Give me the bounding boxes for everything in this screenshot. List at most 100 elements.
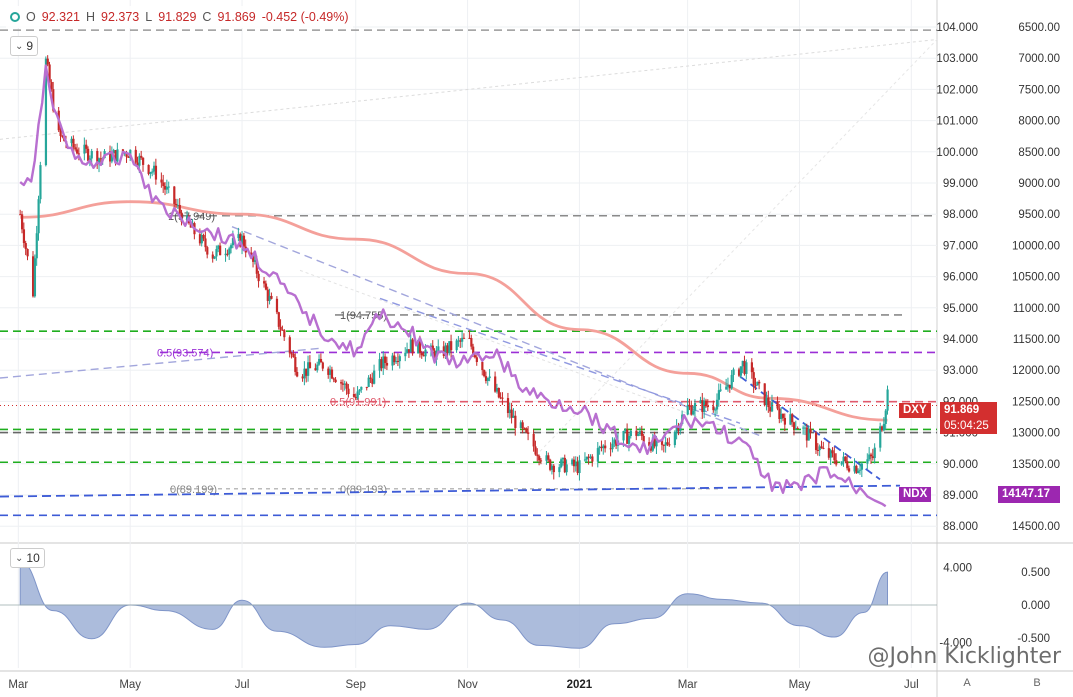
dxy-candle — [514, 415, 517, 428]
x-tick-label: Jul — [235, 679, 250, 691]
dxy-candle — [33, 258, 37, 297]
dxy-candle — [585, 456, 588, 460]
dxy-candle — [307, 362, 310, 376]
y-tick-label-left: 88.000 — [943, 521, 978, 533]
dxy-candle — [444, 345, 447, 356]
dxy-candle — [395, 360, 398, 363]
chevron-down-icon[interactable]: ⌄ — [15, 40, 24, 52]
x-tick-label: 2021 — [567, 679, 593, 691]
dxy-candle — [730, 374, 733, 389]
close-value: 91.869 — [217, 10, 256, 24]
dxy-candle — [637, 434, 640, 436]
dxy-candle — [116, 149, 119, 162]
dxy-candle — [816, 449, 820, 451]
oscillator-y-tick-left: -4.000 — [939, 638, 972, 650]
dxy-candle — [305, 368, 308, 376]
dxy-candle — [783, 417, 787, 425]
y-tick-label-right: 6500.00 — [1018, 22, 1060, 34]
dxy-candle — [499, 397, 502, 399]
dxy-candle — [807, 428, 810, 441]
dxy-candle — [455, 340, 458, 351]
dxy-candle — [407, 349, 411, 353]
dxy-candle — [745, 362, 748, 374]
y-tick-label-left: 89.000 — [943, 490, 978, 502]
log-scale-button[interactable]: B — [1033, 677, 1041, 689]
dxy-candle — [154, 165, 158, 180]
dxy-candle — [343, 383, 346, 385]
oscillator-input-chip[interactable]: ⌄ 10 — [10, 548, 45, 568]
dxy-candle — [523, 428, 526, 430]
dxy-candle — [19, 214, 22, 216]
dxy-candle — [417, 340, 420, 354]
trend-lines — [0, 38, 938, 498]
dxy-candle — [44, 58, 48, 166]
dxy-candle — [292, 353, 295, 358]
dxy-candle — [398, 356, 401, 362]
oscillator-y-tick-right: -0.500 — [1017, 633, 1050, 645]
dxy-candle — [200, 235, 203, 244]
dxy-candle — [74, 147, 77, 150]
dxy-candle — [770, 402, 774, 412]
dxy-candle — [77, 153, 81, 155]
dxy-candle — [173, 186, 176, 204]
dxy-candle — [380, 359, 383, 369]
dxy-candle — [527, 432, 530, 434]
dxy-candle — [842, 456, 845, 462]
ma-input-chip[interactable]: ⌄ 9 — [10, 36, 39, 56]
auto-scale-button[interactable]: A — [963, 677, 971, 689]
trend-line — [379, 297, 741, 424]
chevron-down-icon[interactable]: ⌄ — [15, 552, 24, 564]
dxy-candle — [510, 409, 513, 418]
dxy-candle — [26, 249, 29, 257]
dxy-candle — [521, 422, 524, 429]
fib-label: 0(89.199) — [170, 484, 217, 496]
dxy-candle — [431, 345, 434, 351]
dxy-candle — [252, 254, 255, 262]
dxy-candle — [629, 430, 632, 437]
dxy-candle — [778, 408, 781, 420]
dxy-candle — [855, 465, 858, 474]
dxy-candle — [609, 448, 612, 450]
dxy-candle — [831, 450, 834, 454]
dxy-candle — [125, 153, 128, 157]
dxy-candle — [853, 465, 856, 472]
dxy-candle — [814, 432, 818, 450]
dxy-candle — [624, 429, 627, 432]
dxy-candle — [175, 203, 178, 206]
oscillator-y-tick-right: 0.500 — [1021, 567, 1050, 579]
dxy-candle — [532, 433, 535, 447]
dxy-candle — [87, 148, 90, 161]
dxy-candle — [226, 253, 229, 255]
open-label: O — [26, 10, 36, 24]
y-tick-label-right: 12000.00 — [1012, 365, 1060, 377]
trend-line — [231, 226, 761, 437]
dxy-candle — [598, 446, 601, 449]
dxy-candle — [508, 409, 511, 414]
symbol-status-icon[interactable] — [10, 12, 20, 22]
dxy-candle — [241, 235, 244, 247]
dxy-candle — [781, 413, 785, 418]
dxy-candle — [596, 448, 599, 462]
dxy-candle — [230, 245, 233, 249]
dxy-candle — [561, 457, 565, 460]
y-tick-label-left: 98.000 — [943, 209, 978, 221]
y-tick-label-left: 96.000 — [943, 272, 978, 284]
dxy-candle — [539, 460, 543, 462]
dxy-candle — [642, 435, 645, 443]
dxy-candle — [219, 245, 222, 256]
dxy-candle — [706, 406, 709, 408]
dxy-candle — [215, 249, 218, 257]
dxy-candle — [442, 346, 445, 356]
dxy-candle — [257, 273, 260, 282]
dxy-candle — [714, 409, 717, 411]
dxy-candle — [860, 463, 864, 470]
dxy-candle — [475, 357, 478, 363]
dxy-candle — [450, 341, 453, 351]
dxy-candle — [237, 234, 240, 238]
dxy-candle — [534, 446, 537, 455]
dxy-candle — [242, 235, 246, 247]
dxy-candle — [677, 426, 680, 431]
dxy-candle — [802, 427, 805, 429]
dxy-candle — [820, 446, 823, 448]
